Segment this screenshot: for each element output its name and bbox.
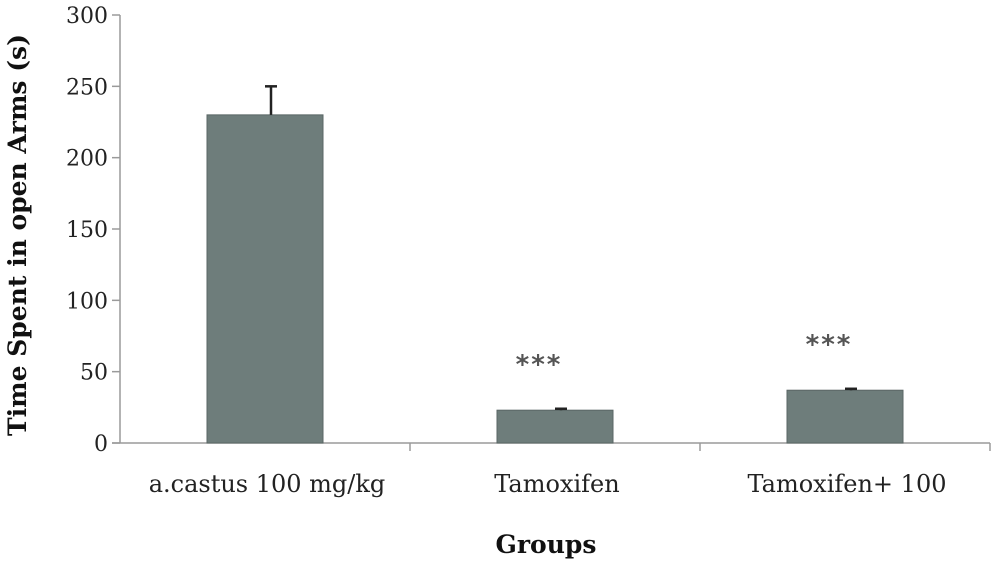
y-tick-label: 150 bbox=[66, 218, 108, 243]
significance-label: *** bbox=[806, 330, 853, 360]
y-axis-title: Time Spent in open Arms (s) bbox=[3, 34, 32, 436]
plot-area: 0 50 100 150 200 250 300 a.castus 100 mg/kg *** T… bbox=[66, 4, 991, 498]
x-tick-label: a.castus 100 mg/kg bbox=[149, 470, 386, 498]
x-tick-label: Tamoxifen+ 100 bbox=[748, 470, 947, 498]
y-tick-label: 200 bbox=[66, 147, 108, 172]
y-tick-label: 50 bbox=[80, 361, 108, 386]
x-axis-title: Groups bbox=[496, 530, 597, 559]
x-tick-label: Tamoxifen bbox=[494, 470, 619, 498]
y-tick-label: 100 bbox=[66, 289, 108, 314]
y-tick-label: 250 bbox=[66, 75, 108, 100]
y-tick-label: 0 bbox=[94, 432, 108, 457]
significance-label: *** bbox=[516, 350, 563, 380]
bar bbox=[496, 409, 614, 444]
bar bbox=[786, 389, 904, 444]
y-tick-label: 300 bbox=[66, 4, 108, 29]
bar bbox=[206, 114, 324, 444]
